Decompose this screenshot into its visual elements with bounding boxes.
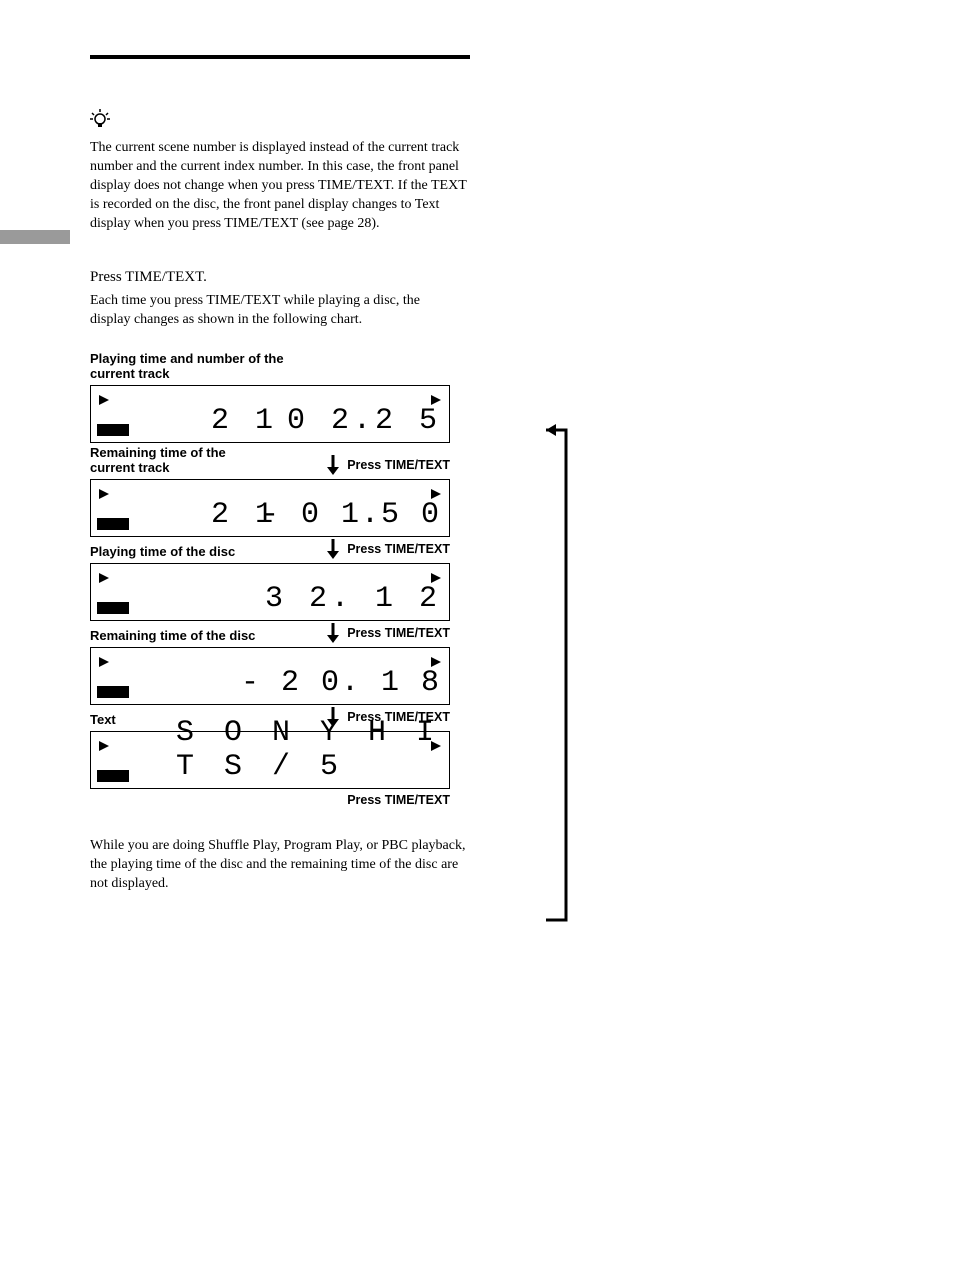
- label-4: Remaining time of the disc: [90, 628, 255, 643]
- press-5: Press TIME/TEXT: [90, 793, 450, 807]
- label-1: Playing time and number of the current t…: [90, 351, 290, 381]
- play-icon: [99, 486, 109, 504]
- block-icon: [97, 686, 129, 698]
- tip-text: The current scene number is displayed in…: [90, 139, 470, 233]
- display-1: 2 1 0 2.2 5: [90, 385, 450, 443]
- display-2: 2 1 - 0 1.5 0: [90, 479, 450, 537]
- block-icon: [97, 770, 129, 782]
- label-5: Text: [90, 712, 116, 727]
- tip-icon: [90, 109, 870, 137]
- top-rule: [90, 55, 470, 59]
- seg-track-1: 2 1: [211, 404, 277, 438]
- display-5: S O N Y H I T S / 5: [90, 731, 450, 789]
- footer-text: While you are doing Shuffle Play, Progra…: [90, 837, 470, 894]
- display-3: 3 2. 1 2: [90, 563, 450, 621]
- block-icon: [97, 518, 129, 530]
- label-3: Playing time of the disc: [90, 544, 235, 559]
- press-3: Press TIME/TEXT: [347, 626, 450, 640]
- play-icon: [99, 570, 109, 588]
- seg-time-2: - 0 1.5 0: [261, 498, 441, 532]
- down-arrow-icon: [325, 455, 341, 475]
- seg-time-1: 0 2.2 5: [287, 404, 441, 438]
- display-chart: Playing time and number of the current t…: [90, 351, 450, 807]
- press-2: Press TIME/TEXT: [347, 542, 450, 556]
- down-arrow-icon: [325, 539, 341, 559]
- return-arrow-icon: [546, 400, 576, 940]
- label-2: Remaining time of the current track: [90, 445, 270, 475]
- down-arrow-icon: [325, 623, 341, 643]
- play-icon: [99, 392, 109, 410]
- side-tab: [0, 230, 70, 244]
- section-head: Press TIME/TEXT.: [90, 267, 870, 287]
- play-icon: [99, 738, 109, 756]
- section-body: Each time you press TIME/TEXT while play…: [90, 292, 450, 330]
- play-icon: [99, 654, 109, 672]
- display-4: - 2 0. 1 8: [90, 647, 450, 705]
- block-icon: [97, 424, 129, 436]
- seg-time-3: 3 2. 1 2: [265, 582, 441, 616]
- seg-full-5: S O N Y H I T S / 5: [176, 716, 441, 784]
- press-1: Press TIME/TEXT: [347, 458, 450, 472]
- block-icon: [97, 602, 129, 614]
- seg-time-4: - 2 0. 1 8: [241, 666, 441, 700]
